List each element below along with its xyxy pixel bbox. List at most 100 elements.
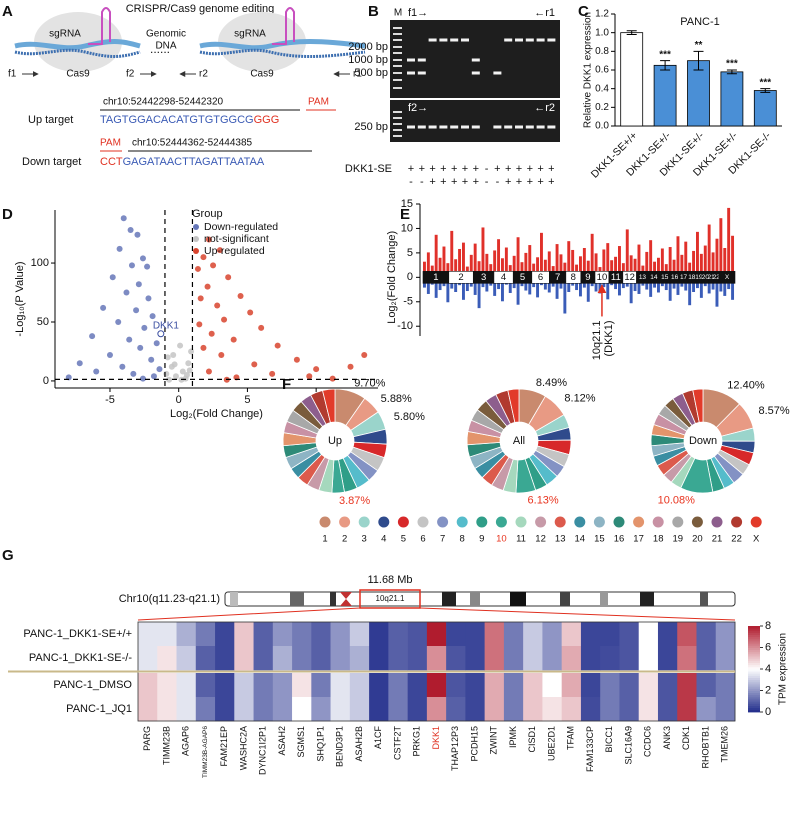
heatmap-cell (292, 646, 312, 671)
legend-marker (613, 516, 625, 528)
colorbar-step (748, 632, 760, 635)
point (128, 262, 135, 269)
colorbar-tick-label: 4 (765, 663, 771, 675)
bar (633, 277, 637, 292)
point (93, 368, 100, 375)
chromosome-label: 22 (713, 274, 721, 281)
chromosome-label: 10 (597, 272, 608, 283)
bar (653, 64, 677, 127)
heatmap-cell (677, 622, 697, 647)
gel-band (515, 38, 523, 42)
bar (504, 247, 508, 278)
primer-label: r2 (199, 69, 208, 80)
legend-marker (731, 516, 743, 528)
bar (684, 241, 688, 278)
significance: *** (659, 49, 671, 60)
heatmap-cell (561, 697, 582, 722)
row-label: DKK1-SE (345, 163, 392, 175)
colorbar-step (748, 626, 760, 629)
pam-label: PAM (308, 97, 329, 108)
heatmap-cell (369, 673, 389, 698)
point (134, 231, 141, 238)
colorbar-step (748, 684, 760, 687)
legend-marker (378, 516, 390, 528)
legend-marker (193, 224, 199, 230)
chromosome-label: 9 (585, 272, 590, 283)
value-label: 10.08% (658, 494, 696, 506)
legend-label: Up-regulated (204, 245, 265, 257)
column-label: CSTF2T (392, 726, 402, 761)
gel-band (471, 71, 480, 75)
point (194, 265, 201, 272)
donut-hole (316, 422, 354, 460)
cas9-shape (34, 12, 122, 72)
bar (727, 207, 731, 278)
lane-marker: M (394, 8, 402, 19)
chromosome-label: 13 (639, 274, 647, 281)
heatmap-cell (580, 646, 601, 671)
bar (512, 255, 516, 278)
legend-marker (437, 516, 449, 528)
heatmap-cell (215, 646, 235, 671)
error-bar (760, 88, 771, 93)
gel-band (525, 38, 534, 42)
bar (536, 257, 540, 278)
column-label: TIMM23B-AGAP6 (202, 726, 209, 778)
column-label: CCDC6 (643, 726, 653, 757)
ideogram-band (330, 592, 336, 606)
error-bar (693, 50, 704, 71)
bar (555, 244, 559, 278)
bar (462, 277, 465, 300)
legend-label: 11 (516, 534, 526, 545)
heatmap-cell (561, 622, 582, 647)
heatmap-cell (234, 622, 254, 647)
heatmap-cell (503, 697, 524, 722)
genotype-sign: + (473, 163, 479, 175)
point (133, 307, 140, 314)
colorbar-step (748, 707, 760, 711)
point (188, 348, 195, 355)
heatmap-cell (696, 697, 717, 722)
bar (465, 277, 469, 292)
x-axis-label: Log₂(Fold Change) (170, 408, 263, 420)
colorbar-step (748, 701, 760, 704)
point (76, 360, 83, 367)
colorbar-step (748, 630, 760, 633)
bar (563, 277, 567, 314)
heatmap-cell (138, 646, 158, 671)
point (225, 274, 232, 281)
point (123, 289, 130, 296)
heatmap-cell (696, 673, 717, 698)
point (186, 367, 193, 374)
sgrna-label: sgRNA (234, 29, 266, 40)
gel-band (493, 125, 502, 129)
bar (543, 259, 547, 278)
heatmap-cell (176, 646, 197, 671)
heatmap-cell (715, 622, 736, 647)
heatmap-cell (234, 673, 254, 698)
legend-marker (652, 516, 664, 528)
heatmap-cell (484, 697, 505, 722)
chromosome-label: 21 (708, 274, 716, 281)
dna (14, 39, 141, 51)
legend-marker (339, 516, 351, 528)
x-tick-label: 0 (176, 394, 182, 406)
heatmap-cell (388, 622, 408, 647)
region-label: Chr10(q11.23-q21.1) (119, 593, 220, 605)
y-tick-label: 0.2 (595, 102, 609, 113)
column-label: SHQ1P1 (315, 726, 325, 762)
heatmap-cell (407, 673, 428, 698)
bar (625, 229, 629, 278)
panel-label: A (2, 3, 13, 20)
bar (664, 277, 668, 291)
dna (199, 39, 366, 51)
bar (493, 277, 497, 296)
column-label: BICC1 (604, 726, 614, 753)
panel-label: C (578, 3, 589, 20)
column-label: ANK3 (662, 726, 672, 750)
legend-label: 8 (460, 534, 465, 545)
chromosome-label: 17 (680, 274, 688, 281)
point (89, 333, 96, 340)
genotype-sign: - (420, 176, 424, 188)
